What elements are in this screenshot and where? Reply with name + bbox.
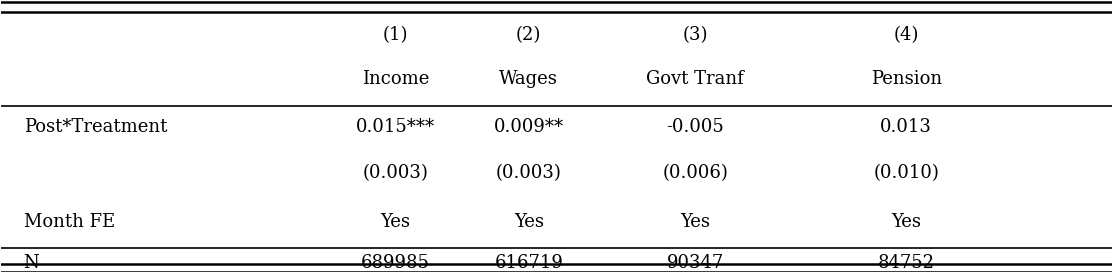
Text: N: N [23,254,39,271]
Text: (0.003): (0.003) [363,164,429,182]
Text: 689985: 689985 [361,254,430,271]
Text: (2): (2) [516,26,541,44]
Text: Govt Tranf: Govt Tranf [647,70,745,87]
Text: (0.010): (0.010) [874,164,939,182]
Text: 84752: 84752 [878,254,935,271]
Text: 0.013: 0.013 [880,118,933,136]
Text: -0.005: -0.005 [667,118,725,136]
Text: Pension: Pension [870,70,942,87]
Text: 90347: 90347 [667,254,723,271]
Text: (3): (3) [682,26,708,44]
Text: Post*Treatment: Post*Treatment [23,118,167,136]
Text: 616719: 616719 [494,254,563,271]
Text: (1): (1) [383,26,408,44]
Text: Month FE: Month FE [23,213,115,231]
Text: Income: Income [362,70,430,87]
Text: Wages: Wages [500,70,559,87]
Text: 0.009**: 0.009** [494,118,564,136]
Text: Yes: Yes [514,213,544,231]
Text: (0.006): (0.006) [662,164,728,182]
Text: (4): (4) [894,26,919,44]
Text: (0.003): (0.003) [495,164,562,182]
Text: Yes: Yes [381,213,411,231]
Text: Yes: Yes [680,213,710,231]
Text: 0.015***: 0.015*** [356,118,435,136]
Text: Yes: Yes [892,213,922,231]
